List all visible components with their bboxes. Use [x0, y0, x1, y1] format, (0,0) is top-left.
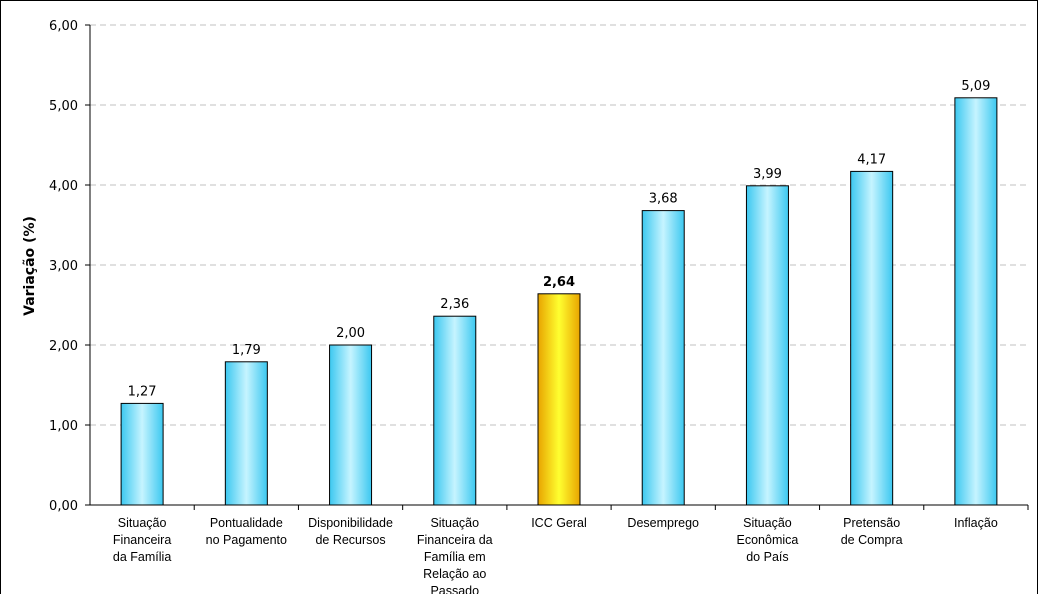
bar [851, 171, 893, 505]
y-tick-label: 0,00 [49, 499, 78, 514]
data-label: 3,68 [649, 192, 678, 207]
x-tick-label: ICC Geral [531, 516, 587, 530]
x-tick-label: Pretensão de Compra [841, 516, 903, 547]
x-tick-label: Situação Econômica do País [737, 516, 799, 564]
x-tick-label: Situação Financeira da Família em Relação a… [417, 516, 493, 594]
data-label: 5,09 [961, 79, 990, 94]
bar [121, 403, 163, 505]
y-tick-labels: 0,00 1,00 2,00 3,00 4,00 5,00 6,00 [49, 19, 78, 514]
y-tick-label: 4,00 [49, 179, 78, 194]
bar [642, 211, 684, 505]
bar [746, 186, 788, 505]
data-label: 1,79 [232, 343, 261, 358]
x-tick-label: Disponibilidade de Recursos [308, 516, 393, 547]
x-tick-label: Inflação [954, 516, 998, 530]
y-tick-label: 2,00 [49, 339, 78, 354]
x-tick-label: Pontualidade no Pagamento [206, 516, 287, 547]
bar [330, 345, 372, 505]
data-label: 3,99 [753, 167, 782, 182]
data-label: 4,17 [857, 152, 886, 167]
category-labels: Situação Financeira da Família Pontualidade… [113, 516, 998, 594]
data-label: 2,00 [336, 326, 365, 341]
y-tick-label: 1,00 [49, 419, 78, 434]
y-tick-label: 5,00 [49, 99, 78, 114]
bar [434, 316, 476, 505]
data-label: 2,36 [440, 297, 469, 312]
x-tick-label: Desemprego [627, 516, 699, 530]
y-tick-label: 3,00 [49, 259, 78, 274]
x-tick-label: Situação Financeira da Família [113, 516, 171, 564]
y-tick-label: 6,00 [49, 19, 78, 34]
data-label: 2,64 [543, 275, 575, 290]
y-axis-title: Variação (%) [22, 216, 38, 316]
data-label: 1,27 [128, 384, 157, 399]
bar [538, 294, 580, 505]
bar [955, 98, 997, 505]
bar [225, 362, 267, 505]
